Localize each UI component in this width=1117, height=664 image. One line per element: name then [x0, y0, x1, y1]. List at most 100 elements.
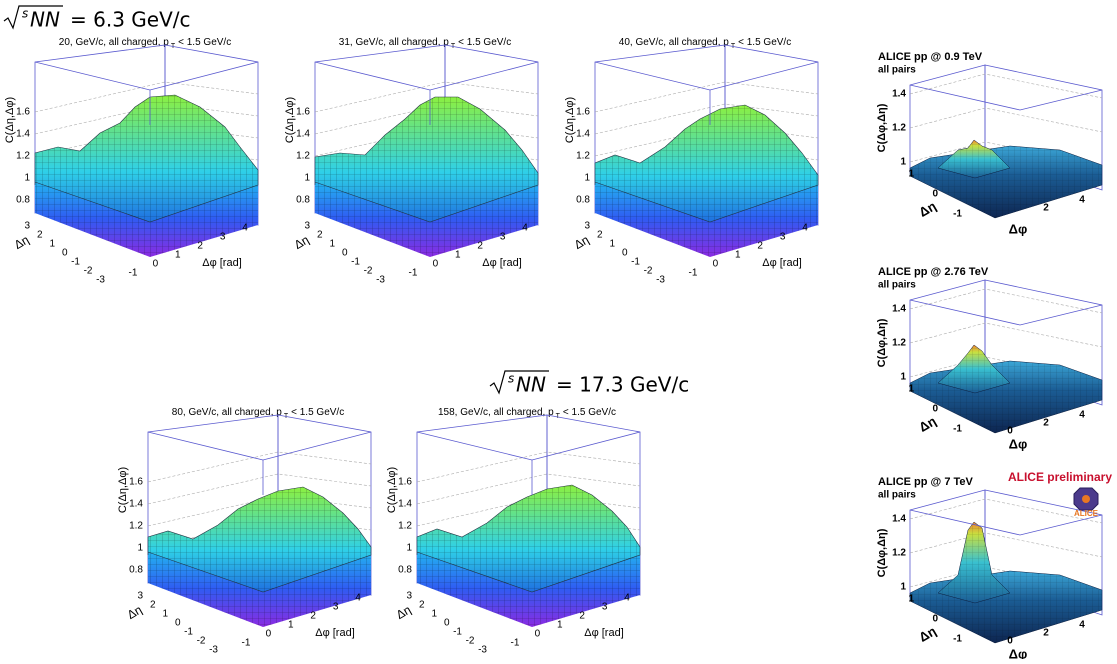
z-tick-label: 1.2	[398, 521, 412, 532]
y-tick-label: 1	[329, 239, 335, 250]
grid-line	[34, 81, 259, 113]
y-axis-label: Δη	[916, 198, 939, 220]
x-tick-label: 1	[557, 620, 563, 631]
title-rest: < 1.5 GeV/c	[563, 407, 616, 418]
z-tick-label: 1	[584, 173, 590, 184]
surface-mesh	[595, 105, 818, 222]
x-tick-label: 3	[602, 602, 608, 613]
x-tick-label: -1	[129, 268, 138, 279]
x-tick-label: 3	[220, 232, 226, 243]
y-tick-label: -3	[209, 645, 218, 656]
x-tick-label: -1	[242, 638, 251, 649]
y-axis-label: Δη	[916, 623, 939, 645]
x-tick-label: 2	[477, 241, 483, 252]
x-tick-label: 2	[1043, 628, 1049, 639]
z-tick-label: 1.4	[576, 129, 590, 140]
y-axis-label: Δη	[394, 603, 414, 622]
panel-subtitle: all pairs	[878, 490, 916, 501]
alice-logo-core	[1082, 495, 1090, 503]
y-tick-label: -1	[953, 424, 962, 435]
y-tick-label: 1	[609, 239, 615, 250]
x-tick-label: 2	[757, 241, 763, 252]
x-tick-label: 4	[355, 593, 361, 604]
surface-mesh	[910, 571, 1102, 643]
grid-line	[909, 107, 1103, 133]
na49-panel: 20, GeV/c, all charged, p T < 1.5 GeV/c0.8…	[4, 37, 259, 286]
title-main: 40, GeV/c, all charged, p	[619, 37, 730, 48]
x-tick-label: 0	[713, 259, 719, 270]
y-tick-label: -1	[953, 634, 962, 645]
x-axis-label: Δφ [rad]	[584, 627, 624, 639]
x-tick-label: 3	[780, 232, 786, 243]
y-tick-label: 2	[317, 230, 323, 241]
grid-line	[909, 73, 1103, 99]
y-tick-label: 1	[908, 594, 914, 605]
alice-logo-text: ALICE	[1074, 509, 1099, 518]
z-axis-label: C(Δφ,Δη)	[876, 528, 888, 577]
y-tick-label: 3	[137, 591, 143, 602]
z-tick-label: 1.2	[296, 151, 310, 162]
base-slab-mesh	[417, 550, 640, 627]
surface-mesh	[35, 95, 258, 222]
y-tick-label: 0	[622, 248, 628, 259]
x-tick-label: 2	[579, 611, 585, 622]
z-tick-label: 0.8	[129, 565, 143, 576]
title-sub: T	[556, 413, 561, 420]
z-tick-label: 1.2	[576, 151, 590, 162]
y-tick-label: 3	[304, 221, 310, 232]
surface-mesh	[315, 97, 538, 222]
z-tick-label: 1	[304, 173, 310, 184]
y-tick-label: 1	[908, 384, 914, 395]
z-tick-label: 1.2	[892, 123, 906, 134]
back-wall	[984, 279, 1103, 406]
y-tick-label: 3	[584, 221, 590, 232]
alice-panel: ALICE pp @ 2.76 TeV all pairs 1 1.2 1.4 1 0 -1 Δ…	[876, 266, 1103, 451]
y-tick-label: 1	[431, 609, 437, 620]
x-axis-label: Δφ	[1009, 436, 1028, 451]
grid-line	[416, 451, 641, 483]
box-edge	[416, 431, 641, 461]
z-tick-label: 1.2	[892, 548, 906, 559]
z-tick-label: 1.4	[398, 499, 412, 510]
x-tick-label: 4	[1079, 620, 1085, 631]
radicand-nn: NN	[516, 373, 546, 397]
x-axis-label: Δφ [rad]	[762, 257, 802, 269]
title-rest: < 1.5 GeV/c	[291, 407, 344, 418]
z-tick-label: 1.4	[892, 514, 906, 525]
z-tick-label: 1	[137, 543, 143, 554]
y-tick-label: -1	[351, 257, 360, 268]
x-tick-label: 0	[153, 259, 159, 270]
grid-line	[34, 103, 259, 135]
y-tick-label: 0	[932, 614, 938, 625]
x-tick-label: -1	[409, 268, 418, 279]
box-edge	[594, 61, 819, 91]
y-tick-label: 0	[175, 618, 181, 629]
y-tick-label: 2	[597, 230, 603, 241]
alice-panel: ALICE pp @ 0.9 TeV all pairs 1 1.2 1.4 1 0 -1 Δη…	[876, 51, 1103, 236]
x-tick-label: 1	[735, 250, 741, 261]
x-tick-label: 0	[266, 629, 272, 640]
x-tick-label: 2	[1043, 203, 1049, 214]
x-tick-label: 0	[535, 629, 541, 640]
peak-mesh	[938, 140, 1010, 178]
radical-sign	[3, 5, 63, 30]
alice-preliminary: ALICE preliminary	[1008, 470, 1112, 484]
x-tick-label: 0	[433, 259, 439, 270]
panel-title: 158, GeV/c, all charged, p T < 1.5 GeV/c	[438, 407, 616, 420]
na49-panel: 31, GeV/c, all charged, p T < 1.5 GeV/c0.8…	[284, 37, 539, 286]
x-tick-label: 4	[522, 223, 528, 234]
z-tick-label: 1.6	[129, 477, 143, 488]
panel-subtitle: all pairs	[878, 65, 916, 76]
base-slab-mesh	[148, 550, 371, 627]
x-tick-label: 4	[242, 223, 248, 234]
na49-panel: 80, GeV/c, all charged, p T < 1.5 GeV/c0.8…	[117, 407, 372, 656]
z-tick-label: 1.6	[576, 107, 590, 118]
z-tick-label: 0.8	[16, 195, 30, 206]
base-slab-mesh	[35, 180, 258, 257]
y-axis-label: Δη	[12, 233, 32, 252]
z-tick-label: 1	[24, 173, 30, 184]
na49-panel: 158, GeV/c, all charged, p T < 1.5 GeV/c 0.…	[386, 407, 641, 656]
grid-line	[147, 495, 372, 527]
title-main: 80, GeV/c, all charged, p	[172, 407, 283, 418]
title-rest: < 1.5 GeV/c	[738, 37, 791, 48]
